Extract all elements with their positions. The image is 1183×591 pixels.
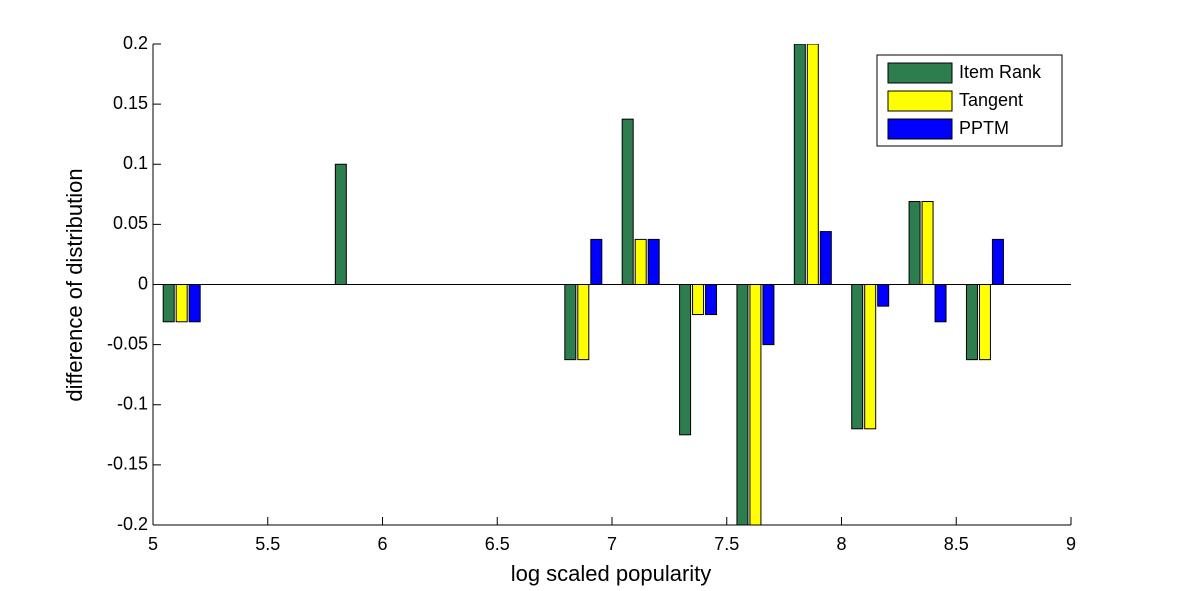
y-tick-label: -0.2 <box>117 514 148 534</box>
bar <box>921 201 934 285</box>
bar <box>877 284 890 307</box>
legend-swatch <box>887 62 953 84</box>
y-tick-label: 0.2 <box>123 33 148 53</box>
x-axis-label: log scaled popularity <box>511 561 712 586</box>
bar <box>749 284 762 525</box>
bar <box>864 284 877 430</box>
y-tick-label: 0.15 <box>113 93 148 113</box>
bar <box>634 238 647 285</box>
x-tick-label: 9 <box>1066 534 1076 554</box>
bars <box>162 44 1004 525</box>
legend-swatch <box>887 118 953 140</box>
bar <box>705 284 718 316</box>
bar <box>564 284 577 361</box>
x-tick-label: 7 <box>607 534 617 554</box>
x-tick-label: 5.5 <box>255 534 280 554</box>
bar <box>647 238 660 285</box>
bar <box>175 284 188 323</box>
x-tick-label: 7.5 <box>714 534 739 554</box>
x-tick-label: 8 <box>836 534 846 554</box>
bar <box>736 284 749 525</box>
bar <box>793 44 806 285</box>
x-tick-label: 6 <box>377 534 387 554</box>
bar <box>590 238 603 285</box>
legend-label: PPTM <box>959 118 1009 138</box>
y-tick-label: -0.1 <box>117 394 148 414</box>
bar <box>934 284 947 323</box>
bar <box>679 284 692 436</box>
x-tick-label: 5 <box>148 534 158 554</box>
bar <box>188 284 201 323</box>
legend-label: Item Rank <box>959 62 1042 82</box>
bar <box>762 284 775 346</box>
y-tick-label: 0 <box>138 273 148 293</box>
legend-swatch <box>887 90 953 112</box>
bar <box>908 201 921 285</box>
bar <box>965 284 978 361</box>
legend-label: Tangent <box>959 90 1023 110</box>
y-axis-label: difference of distribution <box>62 168 87 401</box>
bar <box>162 284 175 323</box>
x-tick-label: 6.5 <box>485 534 510 554</box>
x-tick-label: 8.5 <box>944 534 969 554</box>
y-tick-label: 0.1 <box>123 153 148 173</box>
y-tick-label: -0.05 <box>107 333 148 353</box>
y-tick-label: -0.15 <box>107 454 148 474</box>
bar <box>978 284 991 361</box>
bar <box>577 284 590 361</box>
bar <box>851 284 864 430</box>
bar <box>991 238 1004 285</box>
bar <box>334 163 347 285</box>
bar <box>692 284 705 316</box>
bar <box>621 118 634 285</box>
bar <box>819 231 832 285</box>
y-tick-label: 0.05 <box>113 213 148 233</box>
bar <box>806 44 819 285</box>
